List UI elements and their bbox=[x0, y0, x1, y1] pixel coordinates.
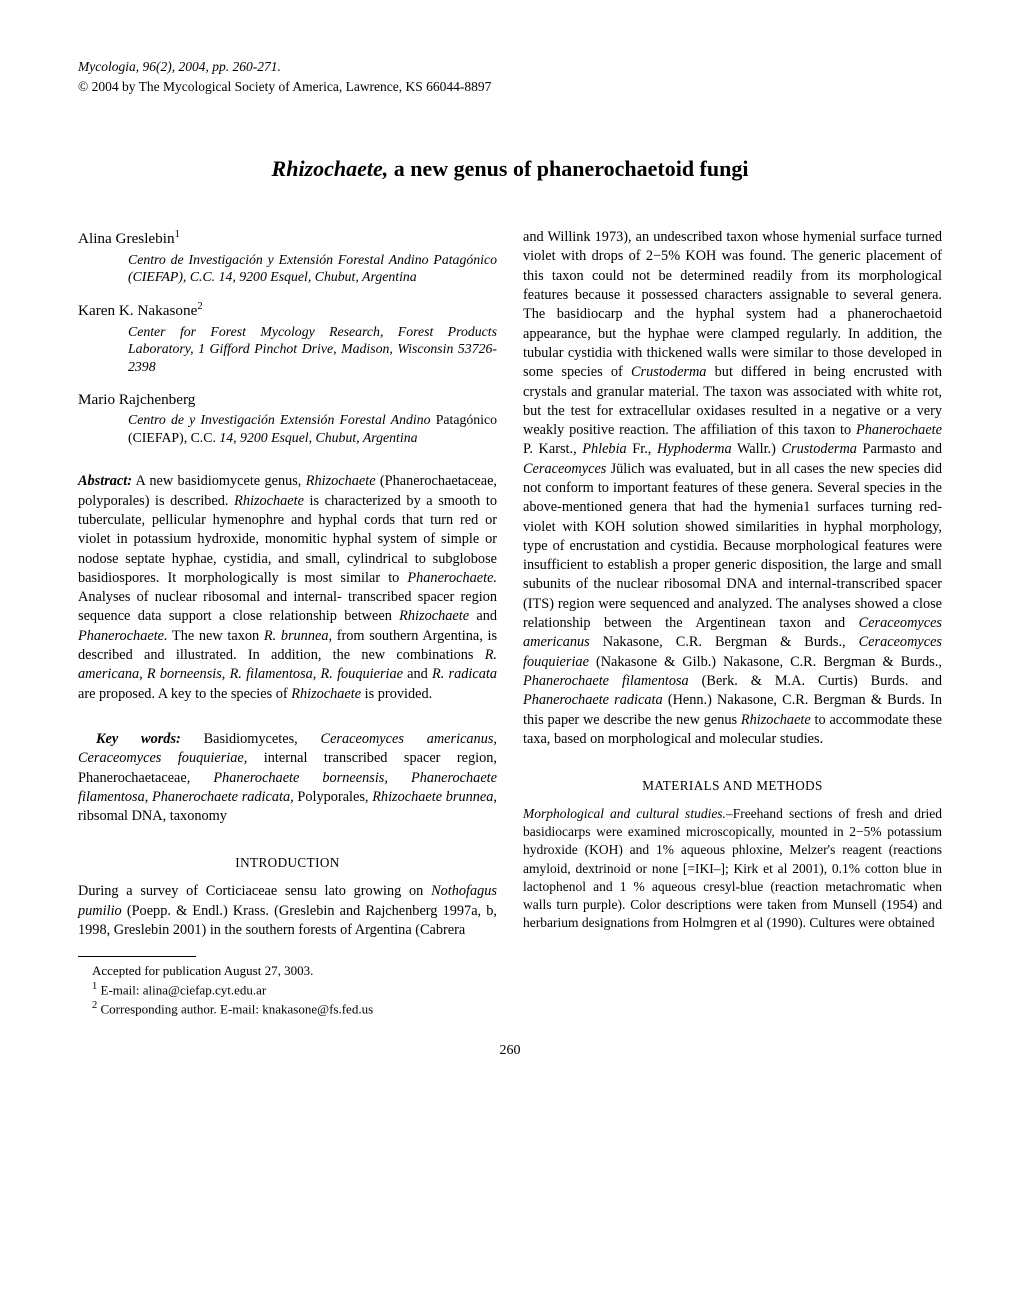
author-name: Karen K. Nakasone2 bbox=[78, 300, 497, 322]
left-column: Alina Greslebin1 Centro de Investigación… bbox=[78, 228, 497, 1018]
author-name: Alina Greslebin1 bbox=[78, 228, 497, 250]
footnote-corresponding-text: Corresponding author. E-mail: knakasone@… bbox=[101, 1001, 374, 1016]
author-affiliation: Centro de y Investigación Extensión Fore… bbox=[128, 411, 497, 446]
title-genus: Rhizochaete, bbox=[272, 156, 389, 181]
author-name: Mario Rajchenberg bbox=[78, 390, 497, 411]
author-name-text: Alina Greslebin bbox=[78, 230, 175, 247]
author-name-text: Karen K. Nakasone bbox=[78, 302, 197, 319]
footnote-rule bbox=[78, 956, 196, 957]
footnote-sup: 2 bbox=[92, 1000, 97, 1011]
abstract-paragraph: Abstract: A new basidiomycete genus, Rhi… bbox=[78, 472, 497, 704]
title-rest: a new genus of phanerochaetoid fungi bbox=[388, 156, 748, 181]
introduction-right-body: and Willink 1973), an undescribed taxon … bbox=[523, 228, 942, 749]
two-column-layout: Alina Greslebin1 Centro de Investigación… bbox=[78, 228, 942, 1018]
author-sup: 2 bbox=[197, 301, 202, 312]
section-heading-introduction: INTRODUCTION bbox=[78, 854, 497, 872]
keywords-paragraph: Key words: Basidiomycetes, Ceraceomyces … bbox=[78, 730, 497, 826]
author-affiliation: Centro de Investigación y Extensión Fore… bbox=[128, 251, 497, 286]
footnote-email-1-text: E-mail: alina@ciefap.cyt.edu.ar bbox=[101, 982, 267, 997]
author-name-text: Mario Rajchenberg bbox=[78, 391, 195, 408]
introduction-left-body: During a survey of Corticiaceae sensu la… bbox=[78, 882, 497, 940]
footnote-accepted: Accepted for publication August 27, 3003… bbox=[78, 963, 497, 980]
page-number: 260 bbox=[78, 1042, 942, 1061]
author-block-2: Karen K. Nakasone2 Center for Forest Myc… bbox=[78, 300, 497, 376]
author-affiliation: Center for Forest Mycology Research, For… bbox=[128, 323, 497, 376]
article-title: Rhizochaete, a new genus of phanerochaet… bbox=[78, 154, 942, 184]
footnote-corresponding: 2 Corresponding author. E-mail: knakason… bbox=[78, 999, 497, 1018]
copyright-line: © 2004 by The Mycological Society of Ame… bbox=[78, 78, 942, 96]
abstract-body: A new basidiomycete genus, Rhizochaete (… bbox=[78, 473, 497, 701]
methods-body: Morphological and cultural studies.–Free… bbox=[523, 805, 942, 933]
keywords-label: Key words: bbox=[96, 731, 181, 747]
right-column: and Willink 1973), an undescribed taxon … bbox=[523, 228, 942, 1018]
section-heading-methods: MATERIALS AND METHODS bbox=[523, 777, 942, 795]
author-block-1: Alina Greslebin1 Centro de Investigación… bbox=[78, 228, 497, 286]
author-sup: 1 bbox=[175, 229, 180, 240]
author-block-3: Mario Rajchenberg Centro de y Investigac… bbox=[78, 390, 497, 447]
abstract-label: Abstract: bbox=[78, 473, 132, 489]
footnote-sup: 1 bbox=[92, 981, 97, 992]
footnote-email-1: 1 E-mail: alina@ciefap.cyt.edu.ar bbox=[78, 980, 497, 999]
journal-line: Mycologia, 96(2), 2004, pp. 260-271. bbox=[78, 58, 942, 76]
